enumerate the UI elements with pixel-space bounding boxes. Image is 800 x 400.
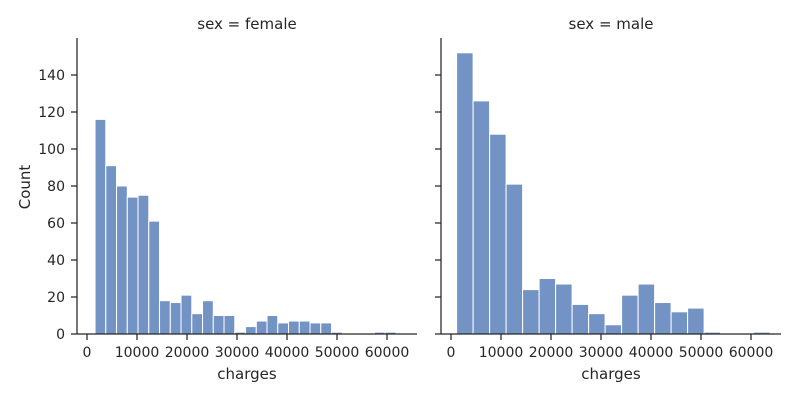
- y-ticks-female: 0 20 40 60 80 100 120 140: [38, 68, 77, 343]
- histogram-bar: [191, 313, 204, 335]
- histogram-bar: [571, 303, 590, 335]
- y-axis-title: Count: [16, 165, 34, 210]
- histogram-bar: [604, 324, 623, 335]
- y-tick-label: 40: [47, 253, 65, 269]
- histogram-bar: [212, 315, 225, 335]
- panel-title-male: sex = male: [569, 15, 654, 33]
- x-tick-label: 20000: [529, 345, 574, 361]
- histogram-bar: [588, 313, 606, 335]
- y-tick-label: 120: [38, 105, 65, 121]
- y-ticks-male: [435, 74, 441, 335]
- histogram-bar: [137, 194, 150, 335]
- histogram-bar: [621, 294, 639, 335]
- histogram-bar: [687, 307, 705, 335]
- x-tick-label: 0: [447, 345, 456, 361]
- x-tick-label: 10000: [115, 345, 160, 361]
- histogram-bar: [288, 320, 300, 335]
- x-ticks-female: 0 10000 20000 30000 40000 50000 60000: [83, 334, 410, 361]
- bars-female: [94, 118, 397, 335]
- panel-title-female: sex = female: [197, 15, 296, 33]
- histogram-bar: [472, 100, 491, 335]
- histogram-bar: [223, 315, 236, 335]
- panel-female: sex = female 0 10000 20000 30000 40000 50000 6…: [16, 15, 417, 383]
- histogram-bar: [202, 300, 214, 335]
- x-tick-label: 30000: [215, 345, 260, 361]
- x-tick-label: 20000: [165, 345, 210, 361]
- histogram-bar: [105, 165, 118, 335]
- x-tick-label: 60000: [729, 345, 774, 361]
- histogram-bar: [670, 311, 689, 335]
- x-tick-label: 50000: [679, 345, 724, 361]
- histogram-bar: [255, 320, 268, 335]
- histogram-bar: [456, 52, 474, 335]
- y-tick-label: 20: [47, 290, 65, 306]
- histogram-bar: [159, 300, 171, 335]
- histogram-bar: [94, 118, 107, 335]
- x-tick-label: 40000: [265, 345, 310, 361]
- histogram-bar: [277, 322, 290, 335]
- bars-male: [456, 52, 771, 335]
- y-tick-label: 60: [47, 216, 65, 232]
- histogram-bar: [505, 183, 524, 335]
- y-tick-label: 80: [47, 179, 65, 195]
- panel-male: sex = male 0 10000 20000 30000 40000 50000 600…: [435, 15, 781, 383]
- histogram-bar: [180, 294, 193, 335]
- histogram-bar: [309, 322, 322, 335]
- x-tick-label: 60000: [365, 345, 410, 361]
- x-ticks-male: 0 10000 20000 30000 40000 50000 60000: [447, 334, 774, 361]
- histogram-bar: [116, 185, 128, 335]
- x-tick-label: 50000: [315, 345, 360, 361]
- y-tick-label: 140: [38, 68, 65, 84]
- histogram-bar: [298, 320, 311, 335]
- histogram-bar: [555, 283, 573, 335]
- y-tick-label: 0: [56, 327, 65, 343]
- x-axis-title-male: charges: [581, 365, 641, 383]
- histogram-bar: [148, 220, 161, 335]
- x-tick-label: 0: [83, 345, 92, 361]
- histogram-bar: [169, 302, 182, 335]
- histogram-bar: [489, 133, 507, 335]
- histogram-bar: [266, 315, 279, 335]
- x-tick-label: 40000: [629, 345, 674, 361]
- x-axis-title-female: charges: [217, 365, 277, 383]
- histogram-bar: [654, 302, 672, 335]
- histogram-bar: [245, 326, 257, 335]
- histogram-bar: [637, 283, 656, 335]
- histogram-bar: [522, 289, 540, 335]
- histogram-bar: [538, 278, 557, 335]
- x-tick-label: 30000: [579, 345, 624, 361]
- histogram-bar: [126, 196, 139, 335]
- histogram-bar: [320, 322, 333, 335]
- y-tick-label: 100: [38, 142, 65, 158]
- x-tick-label: 10000: [479, 345, 524, 361]
